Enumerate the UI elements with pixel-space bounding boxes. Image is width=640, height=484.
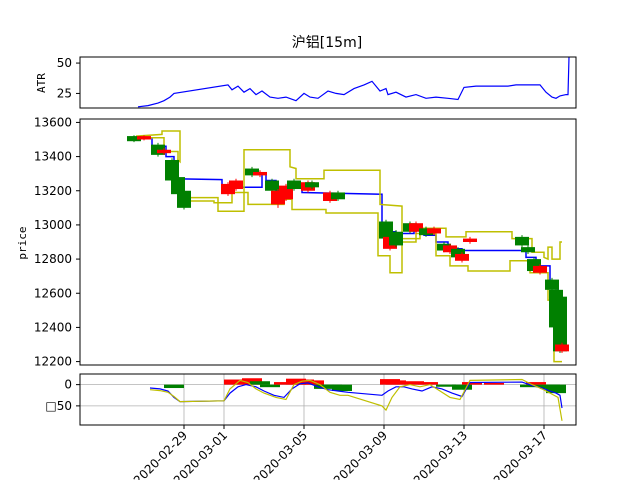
signal-bar — [546, 384, 566, 394]
signal-bars-group — [164, 378, 566, 394]
price-y-tick-label: 12200 — [34, 355, 72, 369]
candle-body — [533, 265, 547, 273]
atr-y-tick-label: 25 — [57, 86, 72, 100]
candle-body — [521, 247, 535, 253]
signal-bar — [404, 381, 424, 385]
candle-body — [221, 183, 235, 195]
candle-body — [409, 223, 423, 232]
atr-panel-frame — [79, 56, 577, 109]
signal-line-1 — [149, 378, 563, 421]
signal-bar — [484, 382, 504, 385]
price-y-tick-label: 13000 — [34, 218, 72, 232]
candle-body — [265, 180, 279, 191]
candle-body — [137, 136, 151, 140]
signal-bar — [526, 382, 546, 385]
candle-body — [463, 238, 477, 242]
candle-body — [157, 149, 171, 154]
signal-bar — [520, 384, 540, 388]
price-panel-frame — [79, 118, 577, 366]
atr-series-line — [137, 56, 570, 108]
signal-bar — [260, 384, 280, 388]
candle-body — [331, 192, 345, 200]
price-line-1 — [135, 130, 562, 261]
candle-body — [451, 248, 465, 258]
candle-body — [305, 182, 319, 188]
candle-body — [287, 180, 301, 190]
candle-body — [177, 190, 191, 208]
signal-bar — [386, 380, 406, 385]
candle-body — [545, 279, 559, 290]
candle-body — [171, 177, 185, 195]
price-y-tick-label: 13600 — [34, 115, 72, 129]
candle-body — [443, 245, 457, 253]
signal-bar — [332, 384, 352, 391]
signal-bar — [452, 384, 472, 390]
candle-body — [323, 192, 337, 201]
candle-body — [527, 259, 541, 272]
atr-panel: 25 50 ATR — [35, 56, 577, 109]
signal-y-tick-label: 0 — [64, 378, 72, 392]
signal-bar — [250, 381, 270, 385]
signal-bar — [274, 382, 294, 385]
price-y-tick-label: 13400 — [34, 150, 72, 164]
candle-body — [515, 236, 529, 246]
price-y-tick-label: 12600 — [34, 286, 72, 300]
candle-body — [553, 296, 567, 352]
signal-line-0 — [149, 381, 563, 409]
chart-title: 沪铝[15m] — [292, 35, 362, 51]
signal-bar — [164, 384, 184, 389]
candle-body — [165, 160, 179, 181]
candle-body — [455, 253, 469, 261]
candle-body — [419, 228, 433, 236]
candle-body — [389, 231, 403, 246]
candle-body — [427, 228, 441, 234]
price-y-tick-label: 13200 — [34, 184, 72, 198]
signal-lines-group — [149, 378, 563, 421]
signal-bar — [462, 382, 482, 385]
signal-bar — [224, 379, 244, 385]
price-y-axis-label: price — [16, 226, 29, 259]
signal-panel-frame — [79, 373, 577, 426]
price-y-tick-label: 12800 — [34, 252, 72, 266]
candle-body — [245, 168, 259, 176]
signal-bar — [436, 384, 456, 387]
candle-body — [127, 136, 141, 142]
signal-bar — [418, 382, 438, 385]
price-y-tick-label: 12400 — [34, 320, 72, 334]
price-candles-group — [127, 135, 569, 354]
candle-body — [555, 344, 569, 352]
price-y-ticks: 12200 12400 12600 12800 13000 13200 13400 13600 — [34, 115, 80, 369]
signal-y-tick-label: □50 — [45, 399, 72, 413]
atr-y-ticks: 25 50 — [57, 56, 80, 100]
atr-y-tick-label: 50 — [57, 56, 72, 70]
signal-y-ticks: 0 □50 — [45, 378, 80, 413]
candle-body — [253, 171, 267, 176]
atr-y-axis-label: ATR — [35, 73, 48, 93]
atr-series-group — [137, 56, 570, 108]
candle-body — [229, 180, 243, 190]
price-panel: 12200 12400 12600 12800 13000 13200 13400 13600… — [16, 115, 577, 369]
